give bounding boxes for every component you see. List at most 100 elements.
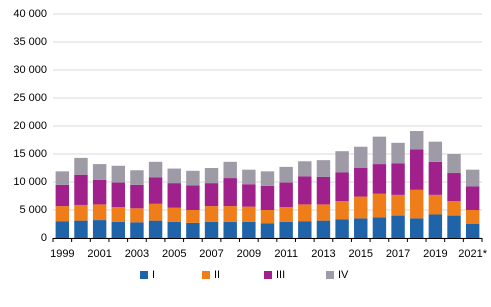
bar-segment bbox=[55, 206, 70, 222]
bar-segment bbox=[391, 142, 405, 164]
y-tick-label: 10 000 bbox=[13, 176, 47, 188]
bar-segment bbox=[410, 131, 424, 150]
bar-segment bbox=[167, 207, 181, 222]
bar-segment bbox=[410, 218, 424, 238]
bar-segment bbox=[130, 208, 144, 223]
legend-label: II bbox=[214, 269, 220, 281]
bar-segment bbox=[335, 201, 349, 220]
x-tick-label: 2017 bbox=[386, 248, 410, 260]
bar-segment bbox=[74, 174, 88, 205]
x-tick-label: 2015 bbox=[349, 248, 373, 260]
bar-segment bbox=[372, 217, 387, 238]
bar-segment bbox=[279, 182, 293, 208]
bar-segment bbox=[391, 194, 405, 216]
x-tick-label: 2003 bbox=[125, 248, 149, 260]
bar-segment bbox=[260, 171, 275, 186]
bar-segment bbox=[204, 206, 219, 222]
bar-segment bbox=[242, 184, 256, 207]
bar-segment bbox=[111, 182, 125, 208]
bar-segment bbox=[298, 161, 312, 177]
bar-segment bbox=[354, 168, 368, 197]
bar-segment bbox=[354, 146, 368, 168]
bar-segment bbox=[447, 154, 461, 174]
bar-segment bbox=[335, 219, 349, 238]
bar-segment bbox=[204, 183, 219, 207]
y-tick-label: 20 000 bbox=[13, 120, 47, 132]
bar-segment bbox=[372, 193, 387, 218]
bar-segment bbox=[428, 161, 443, 195]
bar-segment bbox=[148, 220, 163, 238]
bar-segment bbox=[148, 203, 163, 221]
bar-segment bbox=[148, 177, 163, 204]
bar-segment bbox=[92, 204, 107, 221]
bar-segment bbox=[111, 207, 125, 222]
bar-segment bbox=[465, 224, 480, 238]
bar-segment bbox=[92, 220, 107, 238]
bar-segment bbox=[186, 222, 200, 238]
bar-segment bbox=[111, 221, 125, 238]
bar-segment bbox=[316, 204, 331, 221]
bar-segment bbox=[260, 223, 275, 238]
bar-segment bbox=[410, 149, 424, 190]
bar-segment bbox=[167, 221, 181, 238]
y-tick-label: 25 000 bbox=[13, 92, 47, 104]
bar-segment bbox=[55, 221, 70, 238]
bar-segment bbox=[465, 169, 480, 187]
bar-segment bbox=[279, 221, 293, 238]
bar-segment bbox=[316, 176, 331, 205]
bar-segment bbox=[242, 169, 256, 185]
bar-segment bbox=[372, 136, 387, 165]
x-tick-label: 2001 bbox=[87, 248, 111, 260]
bar-segment bbox=[298, 176, 312, 205]
bar-segment bbox=[372, 164, 387, 194]
bar-segment bbox=[223, 206, 237, 222]
bar-segment bbox=[167, 168, 181, 184]
y-tick-label: 0 bbox=[41, 232, 47, 244]
bar-segment bbox=[223, 178, 237, 207]
legend-swatch bbox=[140, 271, 148, 279]
bar-segment bbox=[74, 157, 88, 175]
bar-segment bbox=[428, 194, 443, 215]
bar-segment bbox=[279, 166, 293, 183]
bar-segment bbox=[130, 222, 144, 238]
bar-segment bbox=[354, 218, 368, 238]
bar-segment bbox=[204, 168, 219, 184]
bar-segment bbox=[92, 179, 107, 205]
x-tick-label: 2021* bbox=[458, 248, 487, 260]
bar-segment bbox=[92, 164, 107, 180]
x-tick-label: 2019 bbox=[423, 248, 447, 260]
bar-segment bbox=[298, 221, 312, 238]
y-tick-label: 15 000 bbox=[13, 148, 47, 160]
bar-segment bbox=[465, 210, 480, 224]
bar-segment bbox=[242, 206, 256, 222]
legend-swatch bbox=[202, 271, 210, 279]
x-tick-label: 2009 bbox=[237, 248, 261, 260]
x-tick-label: 2011 bbox=[274, 248, 298, 260]
bar-segment bbox=[204, 221, 219, 238]
bar-segment bbox=[447, 215, 461, 238]
bar-segment bbox=[316, 160, 331, 177]
bar-segment bbox=[428, 141, 443, 162]
x-tick-label: 2007 bbox=[199, 248, 223, 260]
bar-segment bbox=[391, 215, 405, 238]
bar-segment bbox=[186, 170, 200, 186]
bar-segment bbox=[223, 221, 237, 238]
bar-segment bbox=[391, 163, 405, 195]
x-tick-label: 1999 bbox=[50, 248, 74, 260]
bar-segment bbox=[55, 171, 70, 185]
bar-segment bbox=[279, 207, 293, 222]
x-tick-label: 2013 bbox=[311, 248, 335, 260]
bar-segment bbox=[335, 172, 349, 202]
bar-segment bbox=[55, 184, 70, 207]
y-tick-label: 35 000 bbox=[13, 36, 47, 48]
bar-segment bbox=[260, 210, 275, 224]
bar-segment bbox=[111, 165, 125, 183]
bar-segment bbox=[74, 220, 88, 238]
bar-segment bbox=[74, 204, 88, 221]
bar-segment bbox=[335, 151, 349, 173]
bar-segment bbox=[186, 185, 200, 210]
bar-segment bbox=[260, 185, 275, 210]
bar-segment bbox=[148, 161, 163, 178]
